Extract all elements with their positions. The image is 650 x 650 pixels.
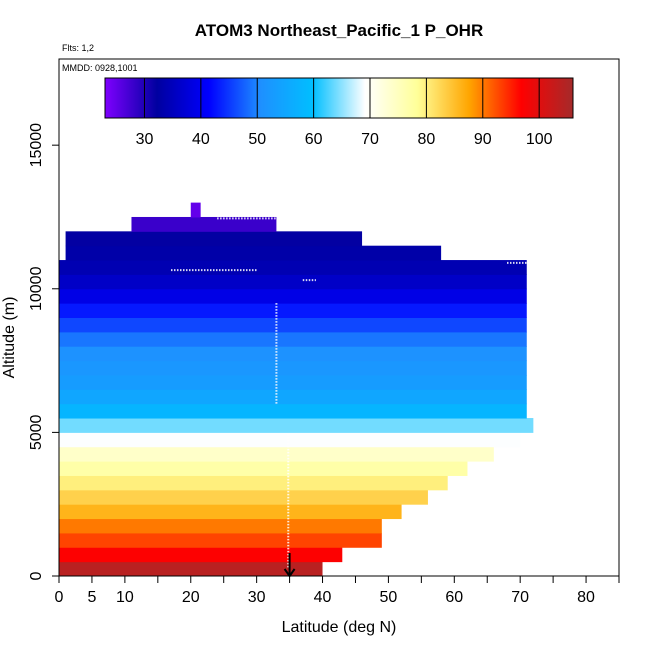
- heat-layer-9: [59, 432, 521, 448]
- flights-label: Flts: 1,2: [62, 43, 94, 53]
- heat-layer-2: [59, 532, 382, 548]
- x-tick-label-60: 60: [445, 589, 463, 606]
- x-tick-label-10: 10: [116, 589, 134, 606]
- colorbar: 30 40 50 60 70 80 90 100: [104, 77, 574, 148]
- colorbar-tick-label-30: 30: [136, 131, 154, 148]
- heat-layer-11: [59, 403, 527, 419]
- heat-layer-21: [59, 260, 527, 275]
- colorbar-tick-label-70: 70: [361, 131, 379, 148]
- heat-layer-8: [59, 446, 494, 462]
- heat-layer-25: [190, 202, 201, 218]
- heat-layer-17: [59, 317, 527, 333]
- colorbar-tick-label-50: 50: [248, 131, 266, 148]
- chart-title: ATOM3 Northeast_Pacific_1 P_OHR: [195, 21, 483, 40]
- x-tick-label-80: 80: [577, 589, 595, 606]
- heat-layer-12: [59, 389, 527, 405]
- x-tick-label-30: 30: [248, 589, 266, 606]
- heat-layer-7: [59, 461, 468, 476]
- heat-layer-15: [59, 346, 527, 362]
- heat-layer-6: [59, 475, 448, 491]
- colorbar-tick-label-80: 80: [417, 131, 435, 148]
- y-tick-label-10000: 10000: [28, 266, 45, 311]
- colorbar-tick-label-100: 100: [526, 131, 553, 148]
- heatmap-layers: [59, 202, 534, 577]
- x-axis: 0 5 10 20 30 40 50 60 70 80: [55, 576, 620, 606]
- y-axis: 0 5000 10000 15000: [28, 123, 59, 580]
- heat-layer-13: [59, 374, 527, 390]
- arrow-head: [283, 568, 296, 578]
- x-tick-label-20: 20: [182, 589, 200, 606]
- heat-layer-19: [59, 288, 527, 304]
- heat-layer-24: [131, 216, 277, 232]
- heat-layer-23: [65, 231, 363, 247]
- heat-layer-10: [59, 418, 534, 433]
- heat-layer-5: [59, 489, 428, 505]
- colorbar-tick-label-40: 40: [192, 131, 210, 148]
- colorbar-tick-label-60: 60: [305, 131, 323, 148]
- heat-layer-22: [65, 245, 442, 261]
- plot-frame: [58, 58, 620, 577]
- x-tick-label-5: 5: [87, 589, 96, 606]
- x-tick-label-0: 0: [55, 589, 64, 606]
- heat-layer-18: [59, 303, 527, 318]
- heat-layer-1: [59, 547, 343, 563]
- dates-label: MMDD: 0928,1001: [62, 63, 138, 73]
- heat-layer-14: [59, 360, 527, 376]
- colorbar-gradient: [104, 77, 574, 119]
- heat-layer-3: [59, 518, 382, 534]
- x-tick-label-70: 70: [511, 589, 529, 606]
- colorbar-tick-label-90: 90: [474, 131, 492, 148]
- y-tick-label-0: 0: [28, 571, 45, 580]
- y-tick-label-5000: 5000: [28, 414, 45, 450]
- heat-layer-16: [59, 331, 527, 347]
- location-arrow: [283, 553, 296, 578]
- flight-tracks: [171, 217, 527, 568]
- y-tick-label-15000: 15000: [28, 123, 45, 168]
- y-axis-label: Altitude (m): [1, 297, 18, 379]
- x-axis-label: Latitude (deg N): [282, 619, 397, 636]
- heat-layer-4: [59, 504, 402, 520]
- heat-layer-0: [59, 561, 323, 577]
- x-tick-label-50: 50: [380, 589, 398, 606]
- heat-layer-20: [59, 274, 527, 290]
- x-tick-label-40: 40: [314, 589, 332, 606]
